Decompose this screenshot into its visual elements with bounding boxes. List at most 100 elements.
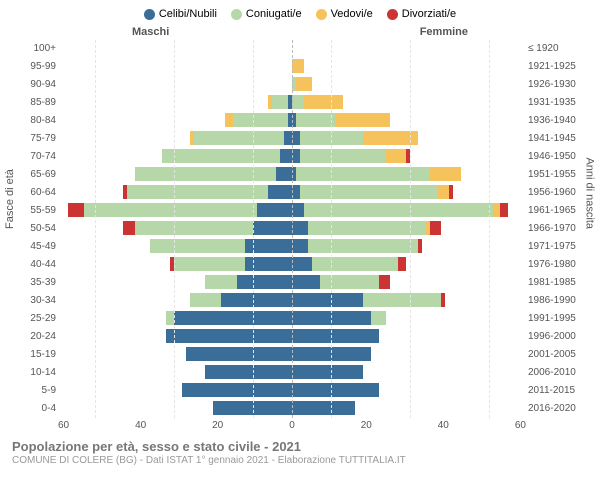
bar-segment-cel — [237, 275, 292, 289]
age-axis: 100+95-9990-9485-8980-8475-7970-7465-696… — [12, 40, 56, 418]
bar-segment-ved — [386, 149, 406, 163]
bar-segment-cel — [257, 203, 292, 217]
legend-swatch — [316, 9, 327, 20]
bar-segment-con — [312, 257, 399, 271]
legend-item: Celibi/Nubili — [144, 8, 217, 20]
center-line — [292, 40, 293, 418]
bar-segment-con — [308, 221, 426, 235]
bar-segment-cel — [276, 167, 292, 181]
legend-swatch — [387, 9, 398, 20]
bar-segment-cel — [280, 149, 292, 163]
chart-title: Popolazione per età, sesso e stato civil… — [12, 439, 588, 454]
birth-label: 2011-2015 — [528, 382, 588, 400]
bar-segment-div — [418, 239, 422, 253]
birth-axis: ≤ 19201921-19251926-19301931-19351936-19… — [528, 40, 588, 418]
birth-label: ≤ 1920 — [528, 40, 588, 58]
bars-area — [56, 40, 528, 418]
bar-segment-ved — [430, 167, 461, 181]
bar-segment-con — [194, 131, 284, 145]
bar-segment-ved — [335, 113, 390, 127]
age-label: 45-49 — [12, 238, 56, 256]
birth-label: 1936-1940 — [528, 112, 588, 130]
x-tick: 40 — [438, 420, 449, 431]
bar-segment-div — [379, 275, 391, 289]
bar-segment-cel — [166, 329, 292, 343]
age-label: 100+ — [12, 40, 56, 58]
bar-segment-con — [166, 311, 174, 325]
bar-segment-cel — [174, 311, 292, 325]
bar-segment-div — [398, 257, 406, 271]
x-tick: 60 — [515, 420, 526, 431]
bar-segment-con — [296, 113, 335, 127]
age-label: 85-89 — [12, 94, 56, 112]
legend-item: Coniugati/e — [231, 8, 302, 20]
bar-segment-ved — [225, 113, 233, 127]
birth-label: 1946-1950 — [528, 148, 588, 166]
bar-segment-cel — [292, 329, 379, 343]
birth-label: 1961-1965 — [528, 202, 588, 220]
bar-segment-cel — [221, 293, 292, 307]
birth-label: 1976-1980 — [528, 256, 588, 274]
age-label: 25-29 — [12, 310, 56, 328]
bar-segment-ved — [292, 59, 304, 73]
bar-segment-div — [500, 203, 508, 217]
x-tick: 60 — [58, 420, 69, 431]
bar-segment-cel — [292, 239, 308, 253]
bar-segment-cel — [186, 347, 292, 361]
x-ticks: 6040200204060 — [56, 420, 528, 431]
legend-label: Celibi/Nubili — [159, 8, 217, 20]
bar-segment-cel — [292, 221, 308, 235]
bar-segment-cel — [182, 383, 292, 397]
x-tick: 20 — [212, 420, 223, 431]
bar-segment-con — [292, 95, 304, 109]
legend-label: Coniugati/e — [246, 8, 302, 20]
legend: Celibi/NubiliConiugati/eVedovi/eDivorzia… — [12, 8, 588, 20]
header-male: Maschi — [132, 26, 169, 38]
bar-segment-con — [127, 185, 269, 199]
x-axis: 6040200204060 — [12, 420, 588, 431]
bar-segment-ved — [296, 77, 312, 91]
age-label: 40-44 — [12, 256, 56, 274]
age-label: 30-34 — [12, 292, 56, 310]
bar-segment-cel — [292, 257, 312, 271]
x-tick: 40 — [135, 420, 146, 431]
birth-label: 1996-2000 — [528, 328, 588, 346]
birth-label: 2006-2010 — [528, 364, 588, 382]
age-label: 90-94 — [12, 76, 56, 94]
bar-segment-cel — [253, 221, 292, 235]
bar-segment-cel — [292, 203, 304, 217]
legend-swatch — [144, 9, 155, 20]
bar-segment-con — [162, 149, 280, 163]
side-headers: Maschi Femmine — [12, 26, 588, 38]
age-label: 50-54 — [12, 220, 56, 238]
title-block: Popolazione per età, sesso e stato civil… — [12, 439, 588, 466]
birth-label: 2001-2005 — [528, 346, 588, 364]
bar-segment-con — [272, 95, 288, 109]
bar-segment-con — [84, 203, 257, 217]
age-label: 0-4 — [12, 400, 56, 418]
plot-area: Fasce di età 100+95-9990-9485-8980-8475-… — [12, 40, 588, 418]
age-label: 20-24 — [12, 328, 56, 346]
bar-segment-con — [174, 257, 245, 271]
x-tick: 20 — [361, 420, 372, 431]
bar-segment-con — [205, 275, 236, 289]
bar-segment-con — [150, 239, 244, 253]
bar-segment-cel — [292, 293, 363, 307]
legend-item: Vedovi/e — [316, 8, 373, 20]
bar-segment-con — [320, 275, 379, 289]
birth-label: 2016-2020 — [528, 400, 588, 418]
bar-segment-con — [300, 185, 438, 199]
bar-segment-div — [123, 221, 135, 235]
age-label: 10-14 — [12, 364, 56, 382]
bar-segment-div — [449, 185, 453, 199]
age-label: 80-84 — [12, 112, 56, 130]
birth-label: 1981-1985 — [528, 274, 588, 292]
bar-segment-con — [135, 167, 277, 181]
bar-segment-div — [441, 293, 445, 307]
birth-label: 1966-1970 — [528, 220, 588, 238]
age-label: 15-19 — [12, 346, 56, 364]
bar-segment-con — [300, 149, 387, 163]
pyramid-chart: Celibi/NubiliConiugati/eVedovi/eDivorzia… — [0, 0, 600, 500]
age-label: 75-79 — [12, 130, 56, 148]
legend-label: Vedovi/e — [331, 8, 373, 20]
